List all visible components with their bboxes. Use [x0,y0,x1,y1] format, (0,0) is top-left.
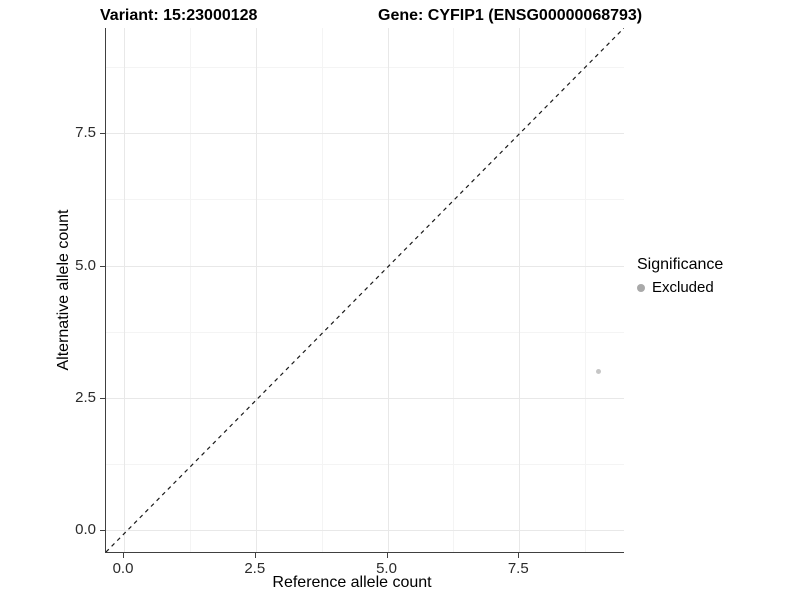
minor-gridline-horizontal [106,67,624,69]
y-tick-mark [100,530,105,531]
major-gridline-vertical [124,28,125,552]
major-gridline-horizontal [106,265,624,267]
x-tick-mark [518,553,520,558]
minor-gridline-vertical [189,28,191,552]
major-gridline-horizontal [106,530,624,531]
identity-dashed-line [106,28,624,552]
major-gridline-vertical [387,28,389,552]
x-tick-label: 0.0 [112,560,134,577]
legend: Significance Excluded [637,256,723,296]
y-tick-label: 2.5 [75,388,96,406]
legend-title: Significance [637,256,724,273]
x-tick-mark [254,553,256,558]
y-tick-label: 5.0 [75,256,96,274]
legend-item-label: Excluded [652,279,714,296]
minor-gridline-vertical [453,28,455,552]
x-tick-label: 2.5 [244,560,266,577]
y-tick-mark [100,133,105,135]
legend-item-excluded: Excluded [637,279,723,296]
minor-gridline-horizontal [106,463,624,465]
x-axis-title: Reference allele count [272,574,432,591]
minor-gridline-vertical [585,28,587,552]
plot-panel [105,28,624,553]
excluded-point-icon [637,283,645,292]
x-tick-mark [123,553,124,558]
y-tick-mark [100,397,105,399]
y-tick-mark [100,265,105,267]
x-tick-mark [386,553,388,558]
scatter-point [595,368,601,374]
variant-title: Variant: 15:23000128 [100,7,258,24]
x-tick-label: 7.5 [507,560,529,577]
y-axis-title: Alternative allele count [55,209,72,371]
major-gridline-vertical [519,28,521,552]
minor-gridline-horizontal [106,199,624,201]
major-gridline-vertical [255,28,257,552]
gene-title: Gene: CYFIP1 (ENSG00000068793) [378,7,643,24]
minor-gridline-vertical [321,28,323,552]
major-gridline-horizontal [106,397,624,399]
minor-gridline-horizontal [106,331,624,333]
x-tick-label: 5.0 [376,560,397,577]
y-tick-label: 0.0 [75,521,96,538]
major-gridline-horizontal [106,133,624,135]
y-tick-label: 7.5 [75,124,96,142]
